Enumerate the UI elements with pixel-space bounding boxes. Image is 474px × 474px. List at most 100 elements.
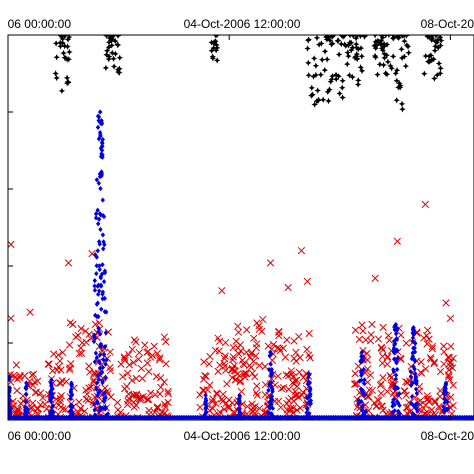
data-point-diamond bbox=[105, 411, 111, 417]
data-point-star bbox=[63, 74, 71, 82]
data-point-diamond bbox=[100, 136, 105, 143]
data-point-star bbox=[344, 49, 351, 56]
data-point-diamond bbox=[268, 415, 273, 420]
data-point-star bbox=[383, 52, 390, 59]
data-point-star bbox=[422, 52, 429, 60]
data-point-diamond bbox=[95, 113, 101, 119]
data-point-diamond bbox=[96, 376, 102, 382]
data-point-diamond bbox=[67, 415, 73, 420]
data-point-x bbox=[430, 359, 438, 368]
data-point-diamond bbox=[99, 139, 105, 145]
data-point-diamond bbox=[102, 390, 108, 396]
data-point-star bbox=[52, 70, 59, 77]
data-point-diamond bbox=[444, 399, 450, 405]
data-point-diamond bbox=[202, 412, 207, 418]
data-point-x bbox=[249, 408, 257, 416]
data-point-diamond bbox=[409, 400, 414, 406]
data-point-star bbox=[59, 35, 66, 43]
data-point-diamond bbox=[94, 271, 99, 277]
data-point-x bbox=[143, 359, 152, 367]
data-point-star bbox=[371, 42, 378, 49]
plot-frame bbox=[7, 34, 474, 421]
data-point-x bbox=[377, 344, 386, 352]
data-point-star bbox=[396, 80, 403, 87]
data-point-star bbox=[434, 44, 442, 51]
data-point-x bbox=[134, 355, 143, 363]
data-point-star bbox=[310, 73, 317, 80]
data-point-diamond bbox=[103, 330, 109, 336]
data-point-x bbox=[26, 308, 34, 316]
data-point-x bbox=[33, 405, 41, 413]
data-point-x bbox=[255, 325, 263, 333]
data-point-x bbox=[77, 324, 85, 333]
data-point-diamond bbox=[49, 408, 54, 414]
data-point-diamond bbox=[359, 407, 365, 413]
data-point-diamond bbox=[22, 414, 27, 420]
data-point-star bbox=[395, 35, 403, 42]
data-point-x bbox=[146, 389, 155, 397]
data-point-x bbox=[84, 396, 92, 404]
data-point-star bbox=[425, 53, 433, 60]
data-point-x bbox=[425, 397, 433, 406]
data-point-x bbox=[290, 354, 298, 363]
data-point-x bbox=[85, 362, 93, 370]
data-point-diamond bbox=[307, 380, 313, 386]
data-point-diamond bbox=[306, 371, 312, 377]
data-point-diamond bbox=[68, 396, 73, 402]
data-point-x bbox=[81, 407, 89, 415]
data-point-diamond bbox=[95, 373, 101, 379]
data-point-star bbox=[335, 51, 343, 58]
data-point-diamond bbox=[395, 400, 401, 406]
data-point-star bbox=[421, 70, 428, 77]
data-point-x bbox=[221, 339, 230, 347]
data-point-x bbox=[12, 361, 21, 369]
data-point-diamond bbox=[68, 390, 74, 396]
data-point-x bbox=[366, 337, 375, 345]
data-point-star bbox=[381, 50, 388, 58]
data-point-star bbox=[431, 75, 438, 82]
data-point-star bbox=[305, 72, 312, 79]
data-point-x bbox=[400, 387, 408, 395]
data-point-star bbox=[110, 63, 118, 70]
data-point-star bbox=[383, 41, 391, 48]
data-point-diamond bbox=[390, 410, 395, 416]
data-point-x bbox=[13, 386, 21, 395]
data-point-x bbox=[75, 398, 83, 406]
data-point-diamond bbox=[236, 413, 242, 419]
data-point-star bbox=[110, 55, 117, 62]
data-point-x bbox=[135, 348, 143, 357]
data-point-star bbox=[389, 53, 397, 60]
data-point-star bbox=[424, 35, 432, 39]
data-point-star bbox=[326, 86, 333, 93]
data-point-diamond bbox=[94, 301, 100, 307]
data-point-diamond bbox=[100, 364, 105, 371]
data-point-diamond bbox=[101, 239, 106, 245]
data-point-diamond bbox=[99, 151, 104, 157]
data-point-x bbox=[160, 333, 169, 341]
data-point-star bbox=[393, 77, 400, 84]
data-point-diamond bbox=[269, 402, 274, 408]
data-point-diamond bbox=[103, 415, 109, 420]
data-point-x bbox=[389, 389, 398, 398]
data-point-x bbox=[10, 371, 18, 380]
data-point-star bbox=[382, 35, 390, 39]
data-point-x bbox=[86, 368, 94, 376]
data-point-star bbox=[318, 56, 326, 63]
data-point-x bbox=[386, 371, 394, 380]
data-point-x bbox=[423, 395, 431, 403]
data-point-diamond bbox=[392, 341, 398, 347]
data-point-x bbox=[363, 365, 372, 373]
data-point-diamond bbox=[102, 295, 107, 301]
data-point-diamond bbox=[96, 325, 101, 331]
data-point-star bbox=[432, 43, 439, 50]
data-point-x bbox=[274, 397, 283, 405]
data-point-x bbox=[214, 367, 222, 376]
data-point-x bbox=[138, 374, 146, 383]
data-point-diamond bbox=[307, 415, 313, 420]
data-point-x bbox=[277, 384, 286, 393]
data-point-diamond bbox=[94, 386, 99, 392]
data-point-diamond bbox=[97, 130, 103, 136]
data-point-diamond bbox=[92, 335, 98, 342]
data-point-diamond bbox=[95, 207, 100, 213]
data-point-x bbox=[89, 378, 98, 386]
